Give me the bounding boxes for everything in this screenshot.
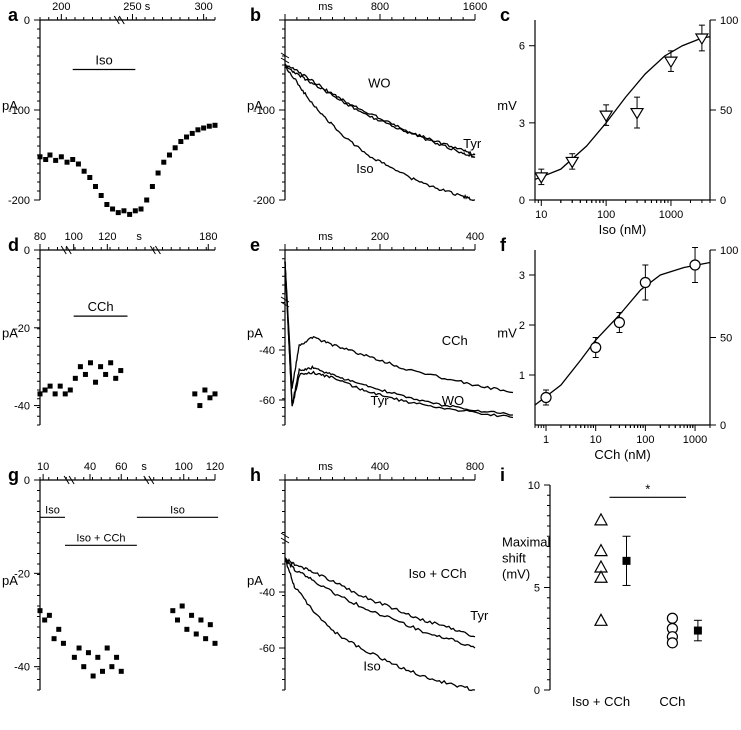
svg-text:10: 10 [37, 461, 49, 473]
svg-text:Tyr: Tyr [470, 608, 489, 623]
svg-text:pA: pA [2, 326, 18, 341]
svg-text:-40: -40 [14, 662, 30, 674]
svg-text:5: 5 [534, 583, 540, 595]
svg-text:(mV): (mV) [502, 567, 530, 582]
svg-text:120: 120 [98, 231, 116, 243]
panel-label-i: i [500, 465, 505, 486]
svg-text:-40: -40 [259, 345, 275, 357]
svg-text:s: s [136, 231, 142, 243]
svg-text:CCh: CCh [88, 299, 114, 314]
svg-text:2: 2 [519, 320, 525, 332]
svg-text:1: 1 [543, 434, 549, 446]
svg-text:-40: -40 [259, 587, 275, 599]
svg-text:shift: shift [502, 551, 526, 566]
svg-text:Iso: Iso [95, 53, 112, 68]
svg-text:-40: -40 [14, 401, 30, 413]
svg-text:60: 60 [115, 461, 127, 473]
svg-text:mV: mV [497, 98, 517, 113]
svg-text:Iso + CCh: Iso + CCh [76, 532, 125, 544]
panel-a: 200250300s0-100-200pAIso [0, 0, 255, 240]
panel-i: 0510Maximalshift(mV)Iso + CChCCh* [510, 465, 741, 730]
svg-text:s: s [145, 1, 151, 13]
svg-text:250: 250 [123, 1, 141, 13]
svg-text:-60: -60 [259, 643, 275, 655]
svg-text:Maximal: Maximal [502, 535, 551, 550]
svg-text:*: * [645, 481, 650, 496]
svg-text:Iso + CCh: Iso + CCh [572, 694, 630, 709]
svg-text:80: 80 [34, 231, 46, 243]
svg-text:100: 100 [636, 434, 654, 446]
svg-text:300: 300 [194, 1, 212, 13]
svg-text:CCh: CCh [442, 333, 468, 348]
panel-b: 8001600ms-100-200pAWOIsoTyr [245, 0, 515, 240]
svg-text:800: 800 [371, 1, 389, 13]
panel-d: 80100120180s0-20-40pACCh [0, 230, 255, 465]
svg-text:mV: mV [497, 326, 517, 341]
svg-text:6: 6 [519, 41, 525, 53]
svg-text:0: 0 [720, 420, 726, 432]
svg-text:40: 40 [84, 461, 96, 473]
svg-text:ms: ms [318, 461, 333, 473]
svg-text:0: 0 [24, 15, 30, 27]
svg-text:CCh (nM): CCh (nM) [594, 447, 650, 462]
svg-text:400: 400 [466, 231, 484, 243]
svg-text:Iso: Iso [45, 504, 60, 516]
svg-text:100: 100 [597, 209, 615, 221]
svg-text:1600: 1600 [463, 1, 487, 13]
svg-text:10: 10 [528, 480, 540, 492]
svg-text:pA: pA [247, 573, 263, 588]
svg-text:50: 50 [720, 333, 732, 345]
svg-text:pA: pA [2, 573, 18, 588]
svg-text:Iso: Iso [170, 504, 185, 516]
svg-text:180: 180 [199, 231, 217, 243]
svg-text:0: 0 [534, 685, 540, 697]
svg-text:400: 400 [371, 461, 389, 473]
svg-text:Iso: Iso [363, 658, 380, 673]
svg-text:0: 0 [519, 195, 525, 207]
svg-text:pA: pA [2, 98, 18, 113]
svg-text:10: 10 [590, 434, 602, 446]
svg-text:WO: WO [368, 76, 390, 91]
panel-f: 1101001000CCh (nM)123mV050100% ofmaximal… [495, 230, 741, 465]
svg-text:200: 200 [371, 231, 389, 243]
svg-text:Iso: Iso [356, 161, 373, 176]
svg-text:Tyr: Tyr [371, 393, 390, 408]
svg-text:-200: -200 [8, 195, 30, 207]
svg-text:3: 3 [519, 118, 525, 130]
svg-text:100: 100 [64, 231, 82, 243]
svg-text:-200: -200 [253, 195, 275, 207]
svg-text:pA: pA [247, 98, 263, 113]
svg-text:10: 10 [535, 209, 547, 221]
svg-text:3: 3 [519, 270, 525, 282]
svg-text:pA: pA [247, 326, 263, 341]
svg-text:100: 100 [175, 461, 193, 473]
svg-text:-60: -60 [259, 395, 275, 407]
svg-text:200: 200 [52, 1, 70, 13]
panel-g: 104060100120s0-20-40pAIsoIso + CChIso [0, 460, 255, 730]
panel-h: 400 800 ms -40 -60 pA Iso + CCh Tyr Iso [245, 460, 515, 730]
svg-text:Iso + CCh: Iso + CCh [409, 566, 467, 581]
svg-text:800: 800 [466, 461, 484, 473]
svg-text:50: 50 [720, 105, 732, 117]
svg-text:1: 1 [519, 370, 525, 382]
svg-text:0: 0 [720, 195, 726, 207]
svg-text:100: 100 [720, 245, 738, 257]
panel-e: 200 400 ms -40 -60 pA CCh Tyr WO [245, 230, 515, 465]
svg-text:1000: 1000 [659, 209, 683, 221]
svg-text:s: s [141, 461, 147, 473]
svg-text:120: 120 [206, 461, 224, 473]
svg-text:ms: ms [318, 231, 333, 243]
svg-text:0: 0 [24, 245, 30, 257]
svg-text:ms: ms [318, 1, 333, 13]
svg-text:CCh: CCh [659, 694, 685, 709]
svg-text:0: 0 [24, 475, 30, 487]
svg-text:WO: WO [442, 393, 464, 408]
svg-text:100: 100 [720, 15, 738, 27]
panel-c: 101001000Iso (nM)036mV050100% ofmaximals… [495, 0, 741, 240]
svg-text:Tyr: Tyr [463, 136, 482, 151]
svg-text:1000: 1000 [683, 434, 707, 446]
